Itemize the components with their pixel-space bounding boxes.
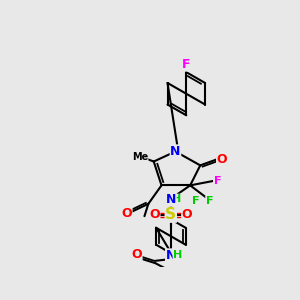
Text: S: S [165,207,176,222]
Text: O: O [149,208,160,221]
Text: O: O [131,248,142,261]
Text: O: O [121,207,132,220]
Text: F: F [214,176,221,186]
Text: H: H [172,194,182,204]
Text: H: H [173,250,182,260]
Text: O: O [182,208,192,221]
Text: F: F [182,58,190,71]
Text: N: N [170,145,181,158]
Text: Me: Me [132,152,148,162]
Text: N: N [166,193,176,206]
Text: N: N [166,249,176,262]
Text: F: F [206,196,213,206]
Text: F: F [192,196,199,206]
Text: O: O [217,153,227,166]
